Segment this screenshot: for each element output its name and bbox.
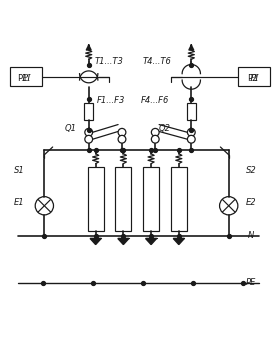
Bar — [238, 67, 270, 86]
Bar — [84, 104, 93, 120]
Circle shape — [151, 135, 159, 143]
Polygon shape — [173, 238, 184, 245]
Text: S2: S2 — [246, 166, 256, 175]
Text: F4...F6: F4...F6 — [141, 97, 169, 106]
Circle shape — [118, 135, 126, 143]
Bar — [10, 67, 42, 86]
Circle shape — [85, 128, 93, 136]
Text: N: N — [248, 231, 254, 240]
Text: PI: PI — [249, 74, 259, 83]
Bar — [88, 167, 104, 231]
Circle shape — [187, 128, 195, 136]
Text: P1: P1 — [17, 74, 27, 83]
Text: Q1: Q1 — [65, 124, 77, 133]
Bar — [143, 167, 159, 231]
Text: PE: PE — [246, 278, 256, 287]
Polygon shape — [146, 238, 157, 245]
Text: S1: S1 — [14, 166, 25, 175]
Bar — [115, 167, 131, 231]
Text: T4...T6: T4...T6 — [142, 57, 171, 66]
Polygon shape — [90, 238, 101, 245]
Circle shape — [85, 135, 93, 143]
Text: Q2: Q2 — [159, 124, 171, 133]
Text: F1...F3: F1...F3 — [97, 97, 125, 106]
Text: E1: E1 — [14, 198, 25, 207]
Text: P2: P2 — [247, 74, 258, 83]
Bar — [187, 104, 196, 120]
Circle shape — [187, 135, 195, 143]
Text: E2: E2 — [246, 198, 256, 207]
Polygon shape — [118, 238, 129, 245]
Text: T1...T3: T1...T3 — [95, 57, 124, 66]
Circle shape — [118, 128, 126, 136]
Text: PI: PI — [21, 74, 31, 83]
Bar — [171, 167, 187, 231]
Circle shape — [151, 128, 159, 136]
